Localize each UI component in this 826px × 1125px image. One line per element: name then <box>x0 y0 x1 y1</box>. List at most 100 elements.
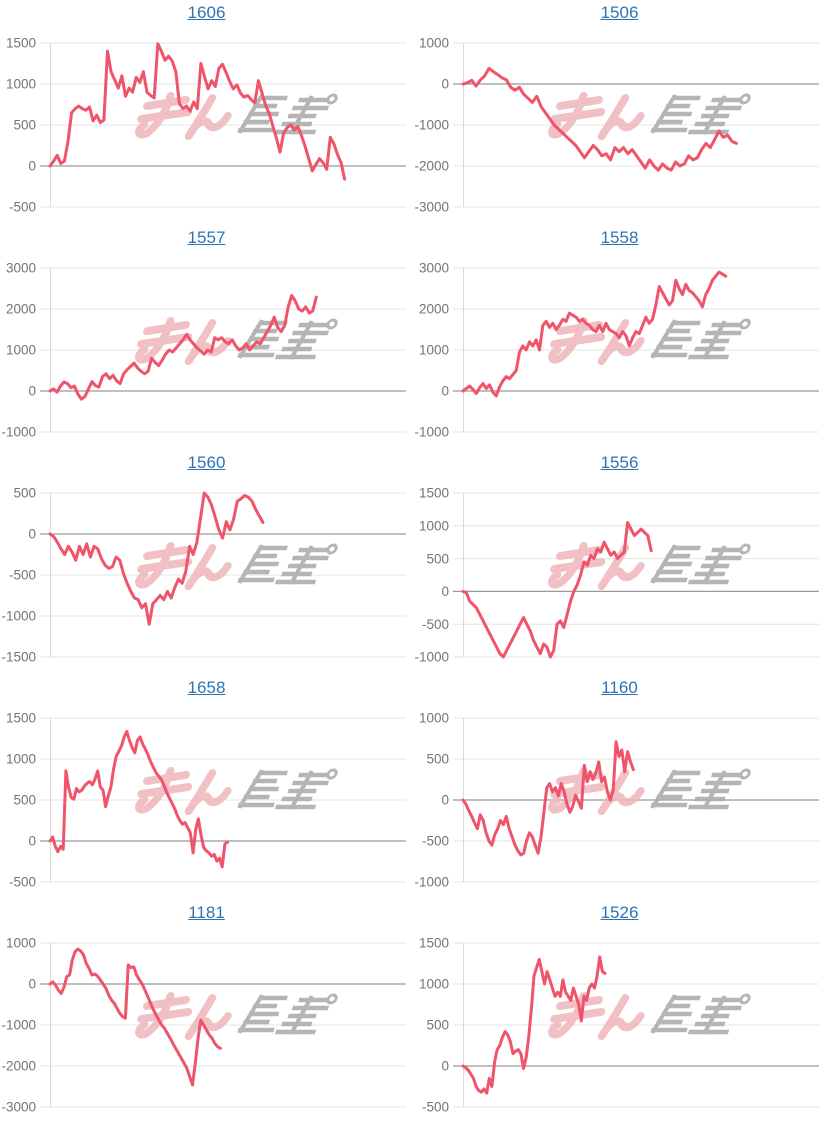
y-tick-label: 1000 <box>419 711 449 726</box>
y-tick-label: 1500 <box>6 36 36 51</box>
line-chart: 1500 1000 500 0 -500 <box>6 36 406 215</box>
series-line <box>461 955 607 1095</box>
chart-title-link[interactable]: 1658 <box>187 678 226 697</box>
y-tick-label: 1000 <box>6 77 36 92</box>
minrepo-watermark-icon <box>138 770 337 811</box>
y-axis-labels: 1500 1000 500 0 -500 <box>6 36 36 215</box>
minrepo-watermark-icon <box>138 545 337 586</box>
y-tick-label: -1000 <box>414 425 449 440</box>
y-axis-labels: 1000 0 -1000 -2000 -3000 <box>1 936 36 1115</box>
minrepo-watermark-icon <box>138 995 337 1036</box>
chart-cell-1606: 1606 1500 1000 500 0 -500 <box>0 0 413 225</box>
y-tick-label: 500 <box>426 1018 449 1033</box>
chart-title-link[interactable]: 1560 <box>187 453 226 472</box>
series-line <box>48 947 222 1087</box>
y-tick-label: 0 <box>441 77 449 92</box>
y-axis-labels: 1000 0 -1000 -2000 -3000 <box>414 36 449 215</box>
gridlines <box>453 717 819 883</box>
line-chart: 1000 0 -1000 -2000 -3000 <box>1 936 406 1115</box>
y-tick-label: 3000 <box>6 261 36 276</box>
y-tick-label: 1500 <box>419 486 449 501</box>
line-chart: 1500 1000 500 0 -500 <box>6 711 406 890</box>
y-tick-label: 0 <box>28 834 36 849</box>
y-tick-label: 0 <box>441 584 449 599</box>
y-axis-labels: 1500 1000 500 0 -500 -1000 <box>414 486 449 665</box>
chart-cell-1557: 1557 3000 2000 1000 0 -1000 <box>0 225 413 450</box>
gridlines <box>453 267 819 433</box>
gridlines <box>453 492 819 658</box>
y-tick-label: -1000 <box>414 875 449 890</box>
y-axis-labels: 1000 500 0 -500 -1000 <box>414 711 449 890</box>
series-line <box>48 730 229 869</box>
line-chart: 1000 500 0 -500 -1000 <box>414 711 819 890</box>
minrepo-watermark-icon <box>138 320 337 361</box>
y-axis-labels: 1500 1000 500 0 -500 <box>419 936 449 1115</box>
chart-cell-1558: 1558 3000 2000 1000 0 -1000 <box>413 225 826 450</box>
line-chart: 3000 2000 1000 0 -1000 <box>1 261 406 440</box>
line-chart: 1000 0 -1000 -2000 -3000 <box>414 36 819 215</box>
chart-cell-1181: 1181 1000 0 -1000 -2000 -3000 <box>0 900 413 1125</box>
y-tick-label: 1000 <box>419 343 449 358</box>
chart-cell-1560: 1560 500 0 -500 -1000 -1500 <box>0 450 413 675</box>
series-line <box>461 270 728 398</box>
y-tick-label: 500 <box>13 793 36 808</box>
y-tick-label: -2000 <box>1 1059 36 1074</box>
series-line <box>48 294 318 401</box>
y-tick-label: -500 <box>9 200 36 215</box>
chart-title-link[interactable]: 1557 <box>187 228 226 247</box>
line-chart: 1500 1000 500 0 -500 -1000 <box>414 486 819 665</box>
line-chart: 1500 1000 500 0 -500 <box>419 936 819 1115</box>
y-tick-label: -500 <box>422 617 449 632</box>
chart-title-link[interactable]: 1606 <box>187 3 226 22</box>
y-tick-label: 1000 <box>419 977 449 992</box>
y-tick-label: -1000 <box>1 609 36 624</box>
line-chart: 500 0 -500 -1000 -1500 <box>1 486 406 665</box>
y-tick-label: 0 <box>28 977 36 992</box>
y-axis-labels: 1500 1000 500 0 -500 <box>6 711 36 890</box>
y-tick-label: -2000 <box>414 159 449 174</box>
y-tick-label: 500 <box>13 118 36 133</box>
series-line <box>461 66 738 172</box>
y-tick-label: -3000 <box>1 1100 36 1115</box>
y-tick-label: -1000 <box>1 1018 36 1033</box>
y-tick-label: 0 <box>28 527 36 542</box>
y-axis-labels: 3000 2000 1000 0 -1000 <box>1 261 36 440</box>
chart-cell-1658: 1658 1500 1000 500 0 -500 <box>0 675 413 900</box>
chart-cell-1556: 1556 1500 1000 500 0 -500 -1000 <box>413 450 826 675</box>
y-tick-label: 0 <box>28 384 36 399</box>
y-tick-label: 1500 <box>6 711 36 726</box>
y-tick-label: 1000 <box>419 519 449 534</box>
y-tick-label: 2000 <box>419 302 449 317</box>
y-tick-label: 1500 <box>419 936 449 951</box>
y-tick-label: 1000 <box>6 752 36 767</box>
y-tick-label: 1000 <box>6 343 36 358</box>
series-line <box>461 740 635 857</box>
y-tick-label: -500 <box>422 1100 449 1115</box>
series-line <box>48 491 265 626</box>
y-tick-label: -1000 <box>414 650 449 665</box>
minrepo-watermark-icon <box>551 320 750 361</box>
chart-title-link[interactable]: 1556 <box>600 453 639 472</box>
chart-title-link[interactable]: 1506 <box>600 3 639 22</box>
y-tick-label: -1500 <box>1 650 36 665</box>
y-axis-labels: 500 0 -500 -1000 -1500 <box>1 486 36 665</box>
line-chart: 3000 2000 1000 0 -1000 <box>414 261 819 440</box>
chart-title-link[interactable]: 1181 <box>188 903 225 922</box>
series-line <box>48 42 347 181</box>
y-tick-label: -500 <box>9 875 36 890</box>
y-tick-label: 500 <box>426 551 449 566</box>
y-tick-label: 1000 <box>6 936 36 951</box>
minrepo-watermark-icon <box>138 95 337 136</box>
chart-title-link[interactable]: 1160 <box>601 678 638 697</box>
y-tick-label: -1000 <box>414 118 449 133</box>
y-tick-label: 0 <box>441 1059 449 1074</box>
y-tick-label: 3000 <box>419 261 449 276</box>
chart-title-link[interactable]: 1558 <box>600 228 639 247</box>
chart-title-link[interactable]: 1526 <box>600 903 639 922</box>
y-tick-label: 0 <box>28 159 36 174</box>
y-tick-label: -3000 <box>414 200 449 215</box>
gridlines <box>40 942 406 1108</box>
chart-cell-1526: 1526 1500 1000 500 0 -500 <box>413 900 826 1125</box>
y-tick-label: 0 <box>441 793 449 808</box>
